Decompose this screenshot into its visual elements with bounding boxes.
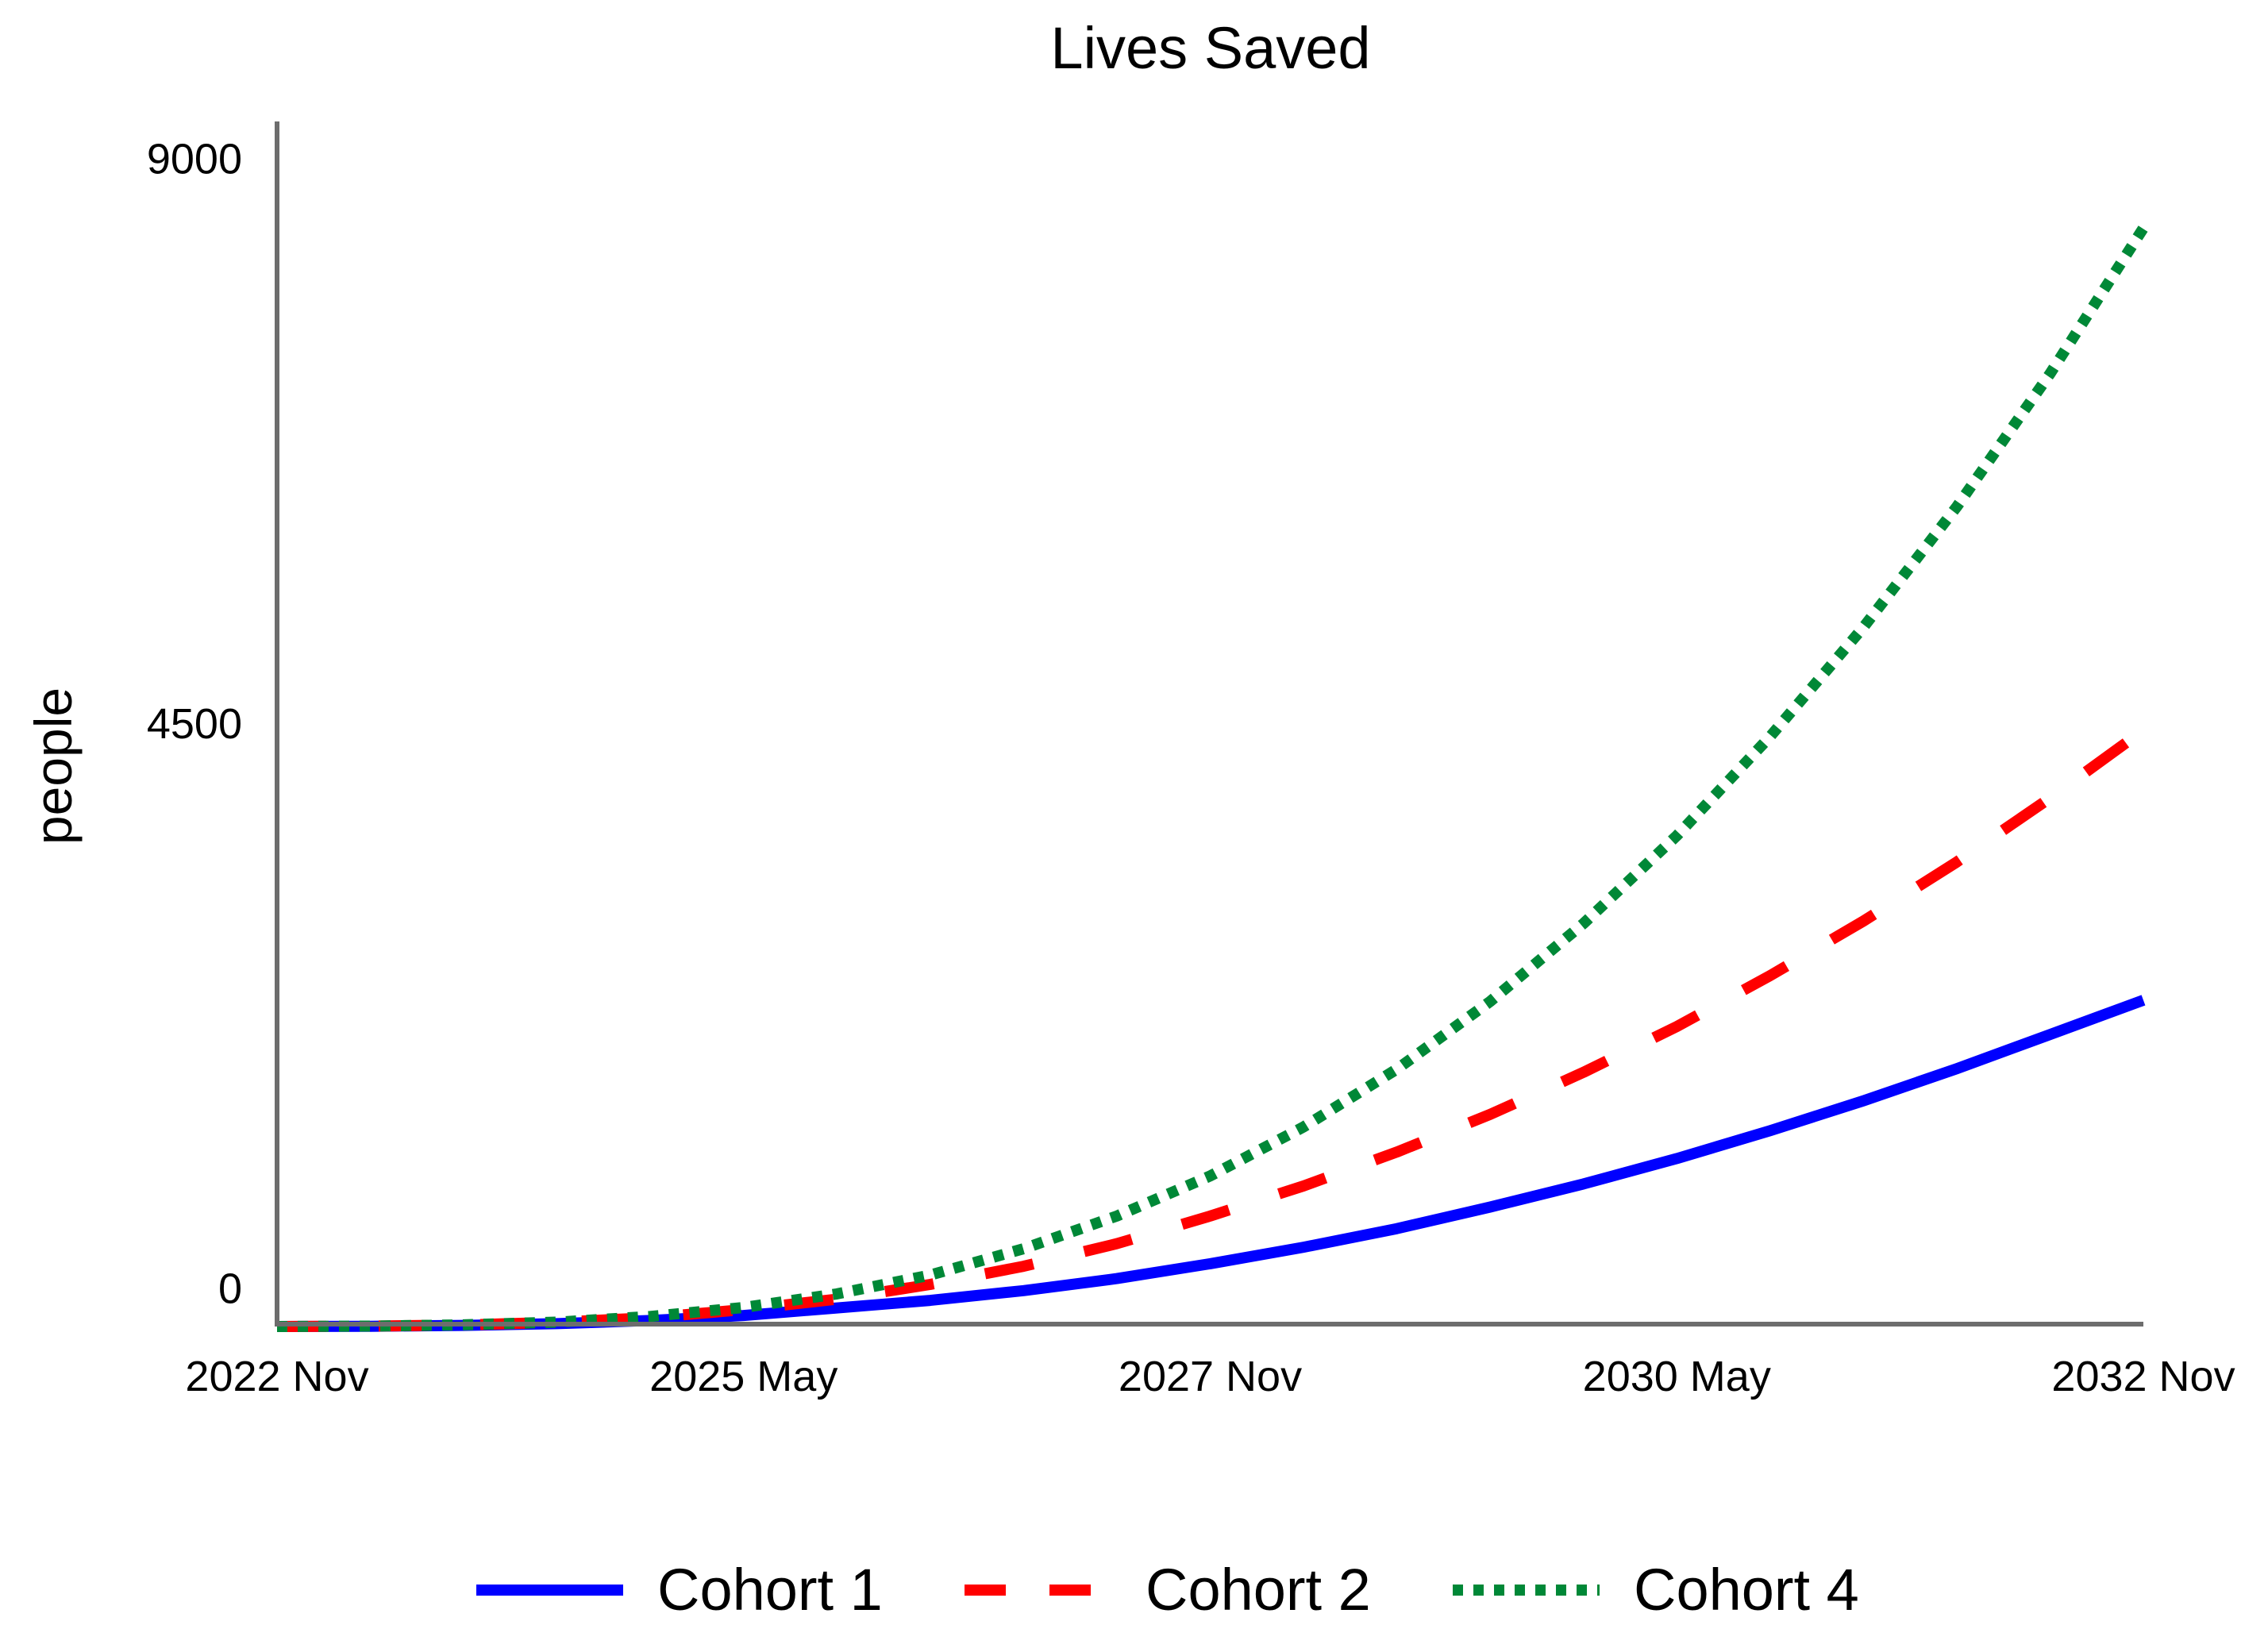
y-tick-label: 9000: [147, 135, 242, 183]
x-tick-label: 2030 May: [1583, 1353, 1771, 1400]
x-tick-label: 2022 Nov: [185, 1353, 368, 1400]
legend-label: Cohort 1: [657, 1557, 883, 1621]
x-tick-label: 2025 May: [649, 1353, 838, 1400]
series-line-cohort-1: [276, 995, 2146, 1332]
y-tick-labels: 0 4500 9000: [147, 135, 242, 1312]
legend-label: Cohort 4: [1634, 1557, 1859, 1621]
y-axis-label: people: [24, 687, 83, 845]
legend: Cohort 1 Cohort 2 Cohort 4: [476, 1557, 1859, 1623]
x-tick-label: 2027 Nov: [1119, 1353, 1302, 1400]
chart-title: Lives Saved: [1050, 15, 1370, 81]
y-tick-label: 4500: [147, 700, 242, 748]
series-line-cohort-4: [276, 225, 2148, 1332]
y-tick-label: 0: [218, 1265, 242, 1313]
series-line-cohort-2: [276, 726, 2147, 1332]
x-tick-labels: 2022 Nov 2025 May 2027 Nov 2030 May 2032 Nov: [185, 1353, 2235, 1400]
x-tick-label: 2032 Nov: [2051, 1353, 2235, 1400]
series-lines: [276, 225, 2148, 1332]
legend-label: Cohort 2: [1146, 1557, 1371, 1621]
